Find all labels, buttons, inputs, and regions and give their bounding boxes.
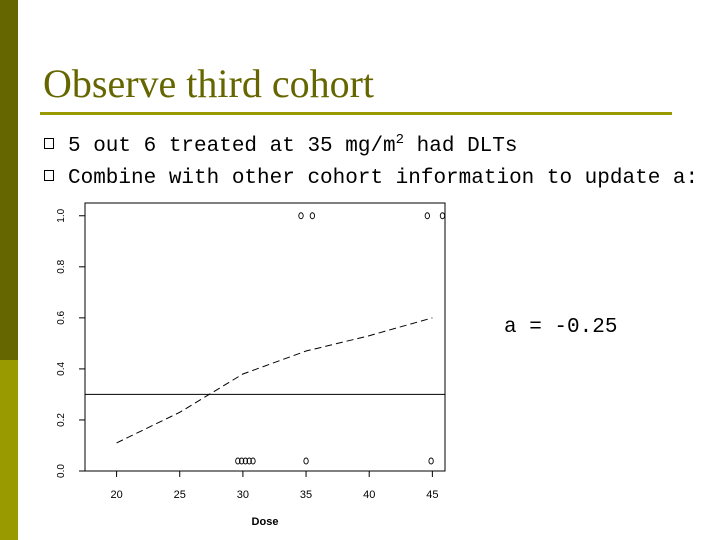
y-tick-label: 0.8 [56,259,67,273]
bullet-2: Combine with other cohort information to… [44,167,698,190]
observation-point [309,212,316,220]
y-tick-label: 0.6 [56,310,67,324]
square-bullet-icon [44,138,54,149]
observation-point [238,457,245,465]
slide-title: Observe third cohort [43,61,375,106]
observation-point [439,212,446,220]
x-tick-label: 45 [426,489,438,501]
bullet-1: 5 out 6 treated at 35 mg/m2 had DLTs [44,132,517,158]
observation-point [424,212,430,220]
y-tick-label: 1.0 [56,208,67,222]
x-tick-label: 30 [237,489,249,501]
x-tick-label: 40 [363,489,375,501]
observation-point [428,457,434,465]
probability-curve [116,317,433,444]
observation-point [246,457,252,465]
observation-point [242,457,249,465]
observation-point [298,212,304,220]
observation-point [250,457,256,465]
x-tick-label: 25 [174,489,186,501]
observation-point [303,457,309,465]
x-axis-label: Dose [252,516,279,528]
x-tick-label: 35 [300,489,312,501]
accent-bar-top [0,0,18,360]
plot-frame [84,202,446,472]
y-tick-label: 0.2 [56,413,67,427]
observation-point [235,457,241,465]
square-bullet-icon [44,170,54,181]
y-tick-label: 0.4 [56,362,67,376]
accent-bar-bottom [0,360,18,540]
bullet-1-tail: had DLTs [404,135,518,158]
y-tick-label: 0.0 [56,464,67,478]
title-underline [40,112,672,115]
parameter-estimate: a = -0.25 [504,316,618,339]
bullet-1-superscript: 2 [395,132,405,148]
bullet-1-text: 5 out 6 treated at 35 mg/m [68,135,396,158]
x-tick-label: 20 [110,489,122,501]
bullet-2-text: Combine with other cohort information to… [68,167,699,190]
